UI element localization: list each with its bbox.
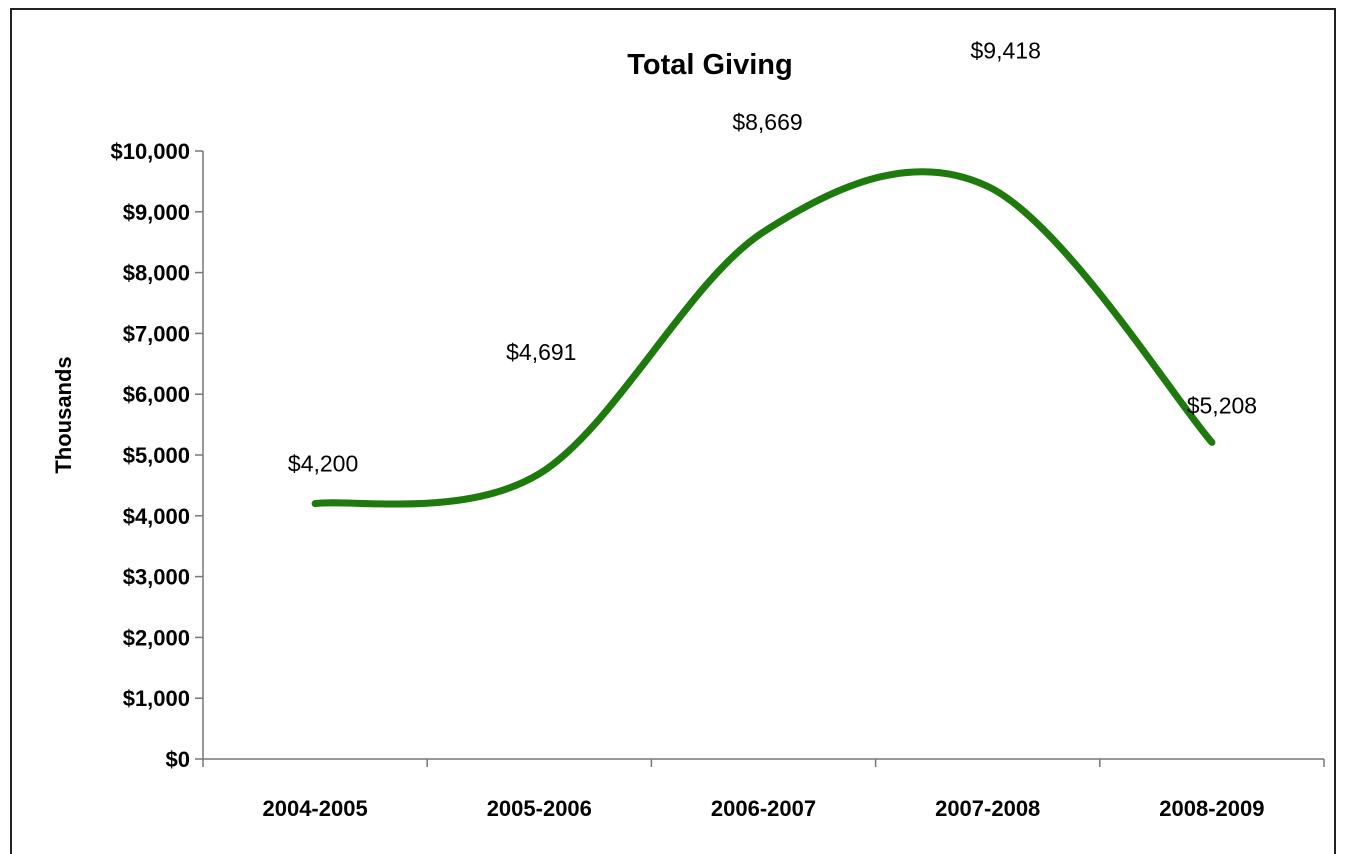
x-tick-label: 2008-2009 <box>1159 796 1264 821</box>
x-tick-label: 2005-2006 <box>487 796 592 821</box>
series-line <box>311 168 1216 508</box>
y-tick-label: $10,000 <box>110 139 190 164</box>
x-axis: 2004-2005 2005-2006 2006-2007 2007-2008 2008… <box>202 758 1325 821</box>
y-tick-label: $0 <box>166 747 190 772</box>
y-tick-label: $9,000 <box>123 200 190 225</box>
y-tick-label: $2,000 <box>123 625 190 650</box>
y-tick-label: $1,000 <box>123 686 190 711</box>
y-tick-label: $4,000 <box>123 504 190 529</box>
x-tick-label: 2007-2008 <box>935 796 1040 821</box>
y-tick-label: $5,000 <box>123 443 190 468</box>
data-label: $8,669 <box>732 109 802 135</box>
y-axis-title: Thousands <box>51 356 76 473</box>
series-total-giving <box>311 168 1216 508</box>
y-axis: $0 $1,000 $2,000 $3,000 $4,000 $5,000 $6,000 $7… <box>110 139 204 772</box>
y-tick-label: $6,000 <box>123 382 190 407</box>
y-tick-label: $7,000 <box>123 321 190 346</box>
data-labels: $4,200 $4,691 $8,669 $9,418 $5,208 <box>288 37 1257 476</box>
data-label: $4,691 <box>506 339 576 365</box>
x-tick-label: 2004-2005 <box>262 796 367 821</box>
data-label: $5,208 <box>1187 392 1257 418</box>
x-tick-label: 2006-2007 <box>711 796 816 821</box>
data-label: $4,200 <box>288 451 358 477</box>
y-tick-label: $8,000 <box>123 261 190 286</box>
chart-title: Total Giving <box>627 49 792 81</box>
chart-frame <box>10 8 1336 854</box>
data-label: $9,418 <box>971 37 1041 63</box>
y-tick-label: $3,000 <box>123 565 190 590</box>
